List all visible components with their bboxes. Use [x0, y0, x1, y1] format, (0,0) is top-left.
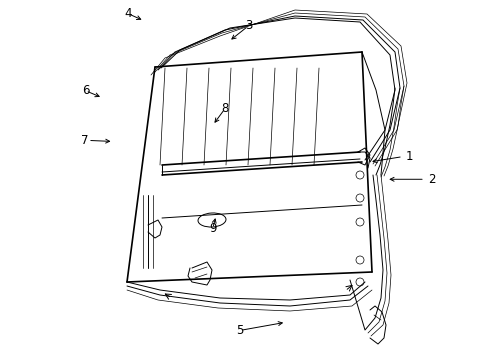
- Text: 7: 7: [81, 134, 88, 147]
- Text: 9: 9: [208, 222, 216, 235]
- Text: 1: 1: [405, 150, 412, 163]
- Text: 4: 4: [124, 7, 132, 20]
- Text: 5: 5: [235, 324, 243, 337]
- Text: 3: 3: [244, 19, 252, 32]
- Text: 8: 8: [221, 102, 228, 115]
- Text: 2: 2: [427, 173, 434, 186]
- Text: 6: 6: [81, 84, 89, 97]
